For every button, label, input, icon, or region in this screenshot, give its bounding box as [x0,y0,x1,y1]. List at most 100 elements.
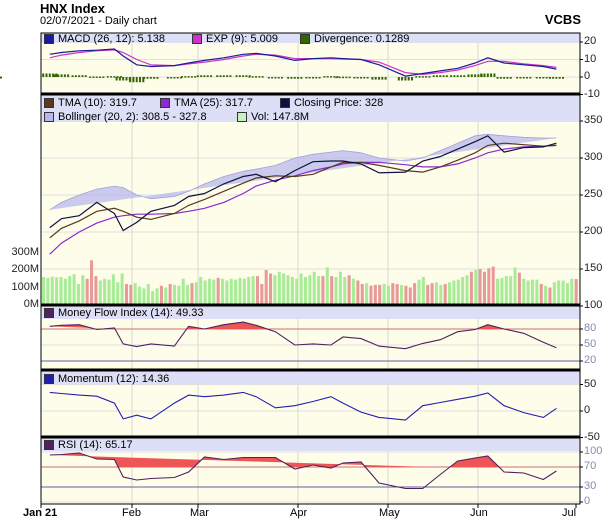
volume-bar [574,279,578,305]
divergence-bar [74,75,77,77]
y-tick-label: 300 [584,151,603,163]
chart-subtitle: 02/07/2021 - Daily chart [40,15,157,27]
volume-bar [334,277,338,305]
volume-bar [72,274,76,305]
divergence-bar [425,76,428,78]
divergence-bar [287,77,290,79]
divergence-bar [421,76,424,78]
legend-label: Vol: 147.8M [251,111,310,123]
divergence-bar [552,77,555,79]
volume-bar [242,278,246,305]
divergence-bar [42,73,45,77]
volume-bar [282,273,286,305]
divergence-bar [509,77,512,79]
divergence-bar [245,75,248,77]
y-tick-label: 80 [584,322,597,334]
volume-bar [439,284,443,305]
divergence-bar [194,76,197,78]
divergence-bar [143,77,146,79]
divergence-bar [45,73,48,77]
legend-label: MACD (26, 12): 5.138 [58,33,165,45]
divergence-bar [474,74,477,77]
divergence-bar [378,77,380,80]
divergence-bar [442,75,445,77]
divergence-bar [418,76,421,78]
legend-exp: EXP (9): 5.009 [192,33,278,45]
volume-bar [391,283,395,305]
volume-bar [111,274,115,305]
mfi-line [49,321,557,350]
volume-tick-label: 200M [11,263,39,275]
divergence-bar [84,75,87,77]
volume-tick-label: 100M [11,280,39,293]
divergence-bar [415,76,418,78]
x-tick-label: May [379,507,400,519]
volume-bar [194,282,198,305]
divergence-bar [480,73,483,77]
divergence-bar [432,75,435,77]
y-tick-label: 150 [584,262,603,274]
divergence-bar [330,76,332,78]
divergence-bar [119,76,122,78]
volume-bar [103,278,107,305]
divergence-bar [558,77,561,79]
volume-bar [430,283,434,305]
divergence-bar [548,77,551,79]
divergence-bar [305,77,308,79]
volume-bar [238,277,242,305]
divergence-bar [360,77,362,79]
volume-bar [295,278,299,305]
rsi-line [49,452,557,490]
volume-bar [264,270,268,305]
volume-bar [76,284,80,305]
x-tick-label: Jan 21 [23,507,58,519]
divergence-bar [135,77,138,83]
divergence-bar [300,77,303,79]
legend-label: EXP (9): 5.009 [206,33,278,45]
divergence-bar [526,77,529,79]
divergence-bar [366,77,369,79]
divergence-bar [176,77,179,79]
volume-bar [269,273,273,305]
volume-bar [251,276,255,305]
volume-bar [216,277,220,305]
divergence-bar [404,77,407,81]
volume-bar [469,271,473,305]
divergence-bar [267,77,270,79]
divergence-bar [106,76,109,78]
momentum-line [49,391,557,421]
volume-bar [548,287,552,305]
volume-bar [46,277,50,305]
volume-bar [404,285,408,305]
volume-bar [544,285,548,305]
volume-bar [417,279,421,305]
volume-bar [378,284,382,305]
divergence-bar [450,75,453,77]
volume-bar [63,278,67,305]
divergence-bar [113,76,116,78]
legend-label: TMA (25): 317.7 [174,97,253,109]
volume-bar [286,275,290,305]
divergence-bar [153,77,156,79]
divergence-bar [297,77,300,79]
x-tick-label: Jul [562,507,577,519]
panel-macd-legend-band [41,33,580,43]
legend-volume: Vol: 147.8M [237,111,309,123]
divergence-bar [261,76,264,78]
volume-bar [133,283,137,305]
volume-bar [138,286,142,305]
legend-swatch [44,440,54,450]
divergence-bar [499,77,502,79]
divergence-bar [312,77,314,79]
divergence-bar [290,77,293,79]
panel-momentum-legend-band [41,370,580,384]
x-tick-label: Feb [122,507,141,519]
volume-bar [172,284,177,305]
volume-bar [487,268,491,305]
divergence-bar [293,77,296,79]
divergence-bar [92,76,95,78]
divergence-bar [122,77,125,81]
volume-bar [199,277,203,305]
divergence-bar [115,77,118,81]
volume-bar [530,279,535,305]
